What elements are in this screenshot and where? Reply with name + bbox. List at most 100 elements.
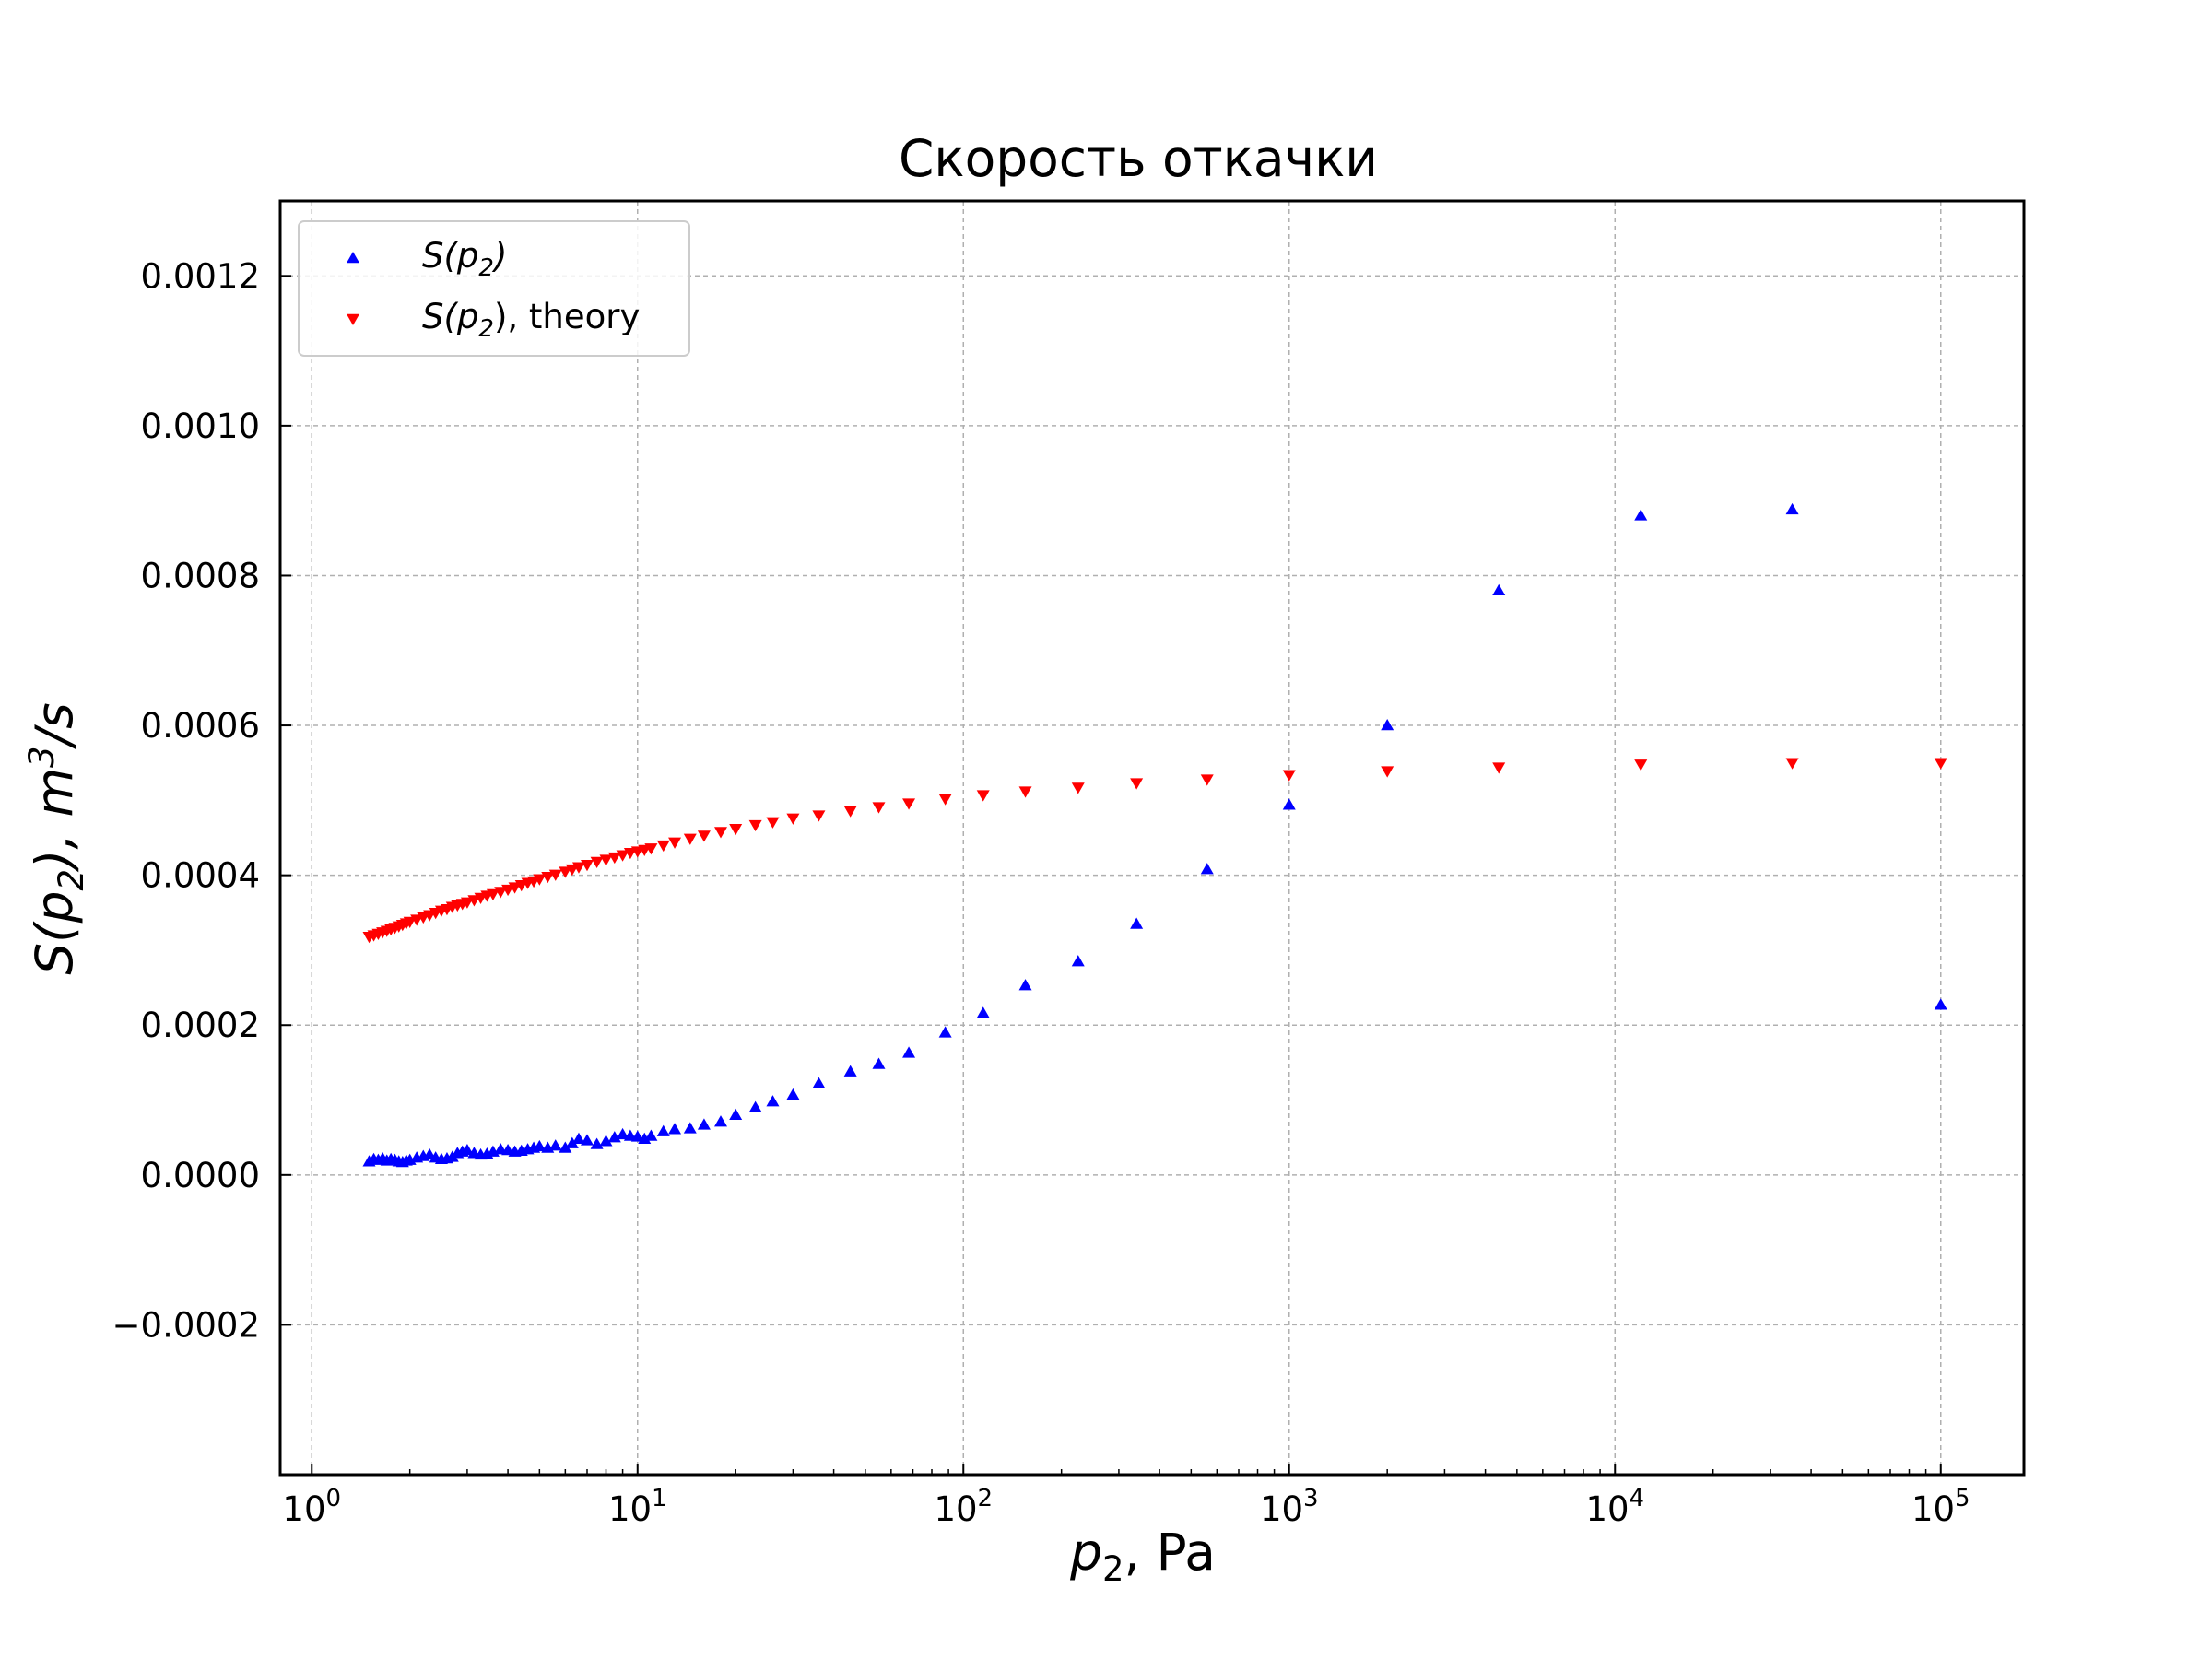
theory-data-point xyxy=(1071,782,1085,794)
measured-data-point xyxy=(1282,798,1296,810)
measured-data-point xyxy=(581,1134,594,1146)
measured-data-point xyxy=(872,1057,886,1069)
y-axis-title-mid: ), m xyxy=(25,768,84,873)
theory-data-point xyxy=(872,802,886,814)
measured-data-point xyxy=(713,1115,727,1127)
y-tick-label: 0.0004 xyxy=(141,856,260,896)
theory-data-point xyxy=(571,862,585,874)
legend-label-measured-post: ) xyxy=(491,236,507,276)
y-tick-label: 0.0002 xyxy=(141,1006,260,1045)
y-tick-label: −0.0002 xyxy=(112,1305,260,1345)
theory-data-point xyxy=(786,813,800,825)
measured-data-point xyxy=(668,1123,682,1135)
x-tick-label: 101 xyxy=(608,1485,667,1529)
y-axis-title-post: /s xyxy=(25,702,84,750)
axes-layer xyxy=(278,199,2026,1477)
measured-data-point xyxy=(630,1130,644,1142)
theory-data-point xyxy=(403,916,417,929)
measured-data-point xyxy=(976,1006,990,1018)
theory-data-point xyxy=(607,852,621,865)
legend-label-theory-sub: 2 xyxy=(478,315,494,343)
theory-data-point xyxy=(683,833,697,845)
theory-data-point xyxy=(1018,786,1032,798)
measured-data-point xyxy=(1634,509,1648,521)
theory-data-point xyxy=(599,854,613,866)
plot-frame xyxy=(278,199,2026,1477)
y-axis-title-pre: S(p xyxy=(25,890,84,974)
legend-label-theory-post: ), theory xyxy=(494,297,640,336)
theory-data-point xyxy=(697,830,711,842)
legend-marker-theory xyxy=(347,313,359,325)
legend-label-measured-pre: S(p xyxy=(422,236,478,276)
x-axis-title-sub: 2 xyxy=(1102,1549,1124,1589)
y-tick-label: 0.0006 xyxy=(141,706,260,746)
measured-data-point xyxy=(590,1137,604,1149)
measured-data-point xyxy=(1018,979,1032,991)
y-tick-label: 0.0010 xyxy=(141,406,260,446)
theory-data-point xyxy=(902,798,916,810)
theory-data-point xyxy=(548,869,562,881)
theory-data-point xyxy=(590,856,604,869)
legend-label-measured-sub: 2 xyxy=(478,254,494,282)
legend-marker-measured-shape xyxy=(347,252,359,264)
theory-data-point xyxy=(976,790,990,802)
measured-data-point xyxy=(1200,863,1214,875)
theory-data-point xyxy=(486,888,500,900)
measured-data-point xyxy=(638,1132,652,1145)
legend-label-theory-pre: S(p xyxy=(422,297,478,336)
measured-data-point xyxy=(548,1139,562,1151)
theory-data-point xyxy=(581,860,594,872)
legend-label-measured: S(p2) xyxy=(422,236,507,282)
measured-data-point xyxy=(902,1046,916,1058)
y-tick-label: 0.0008 xyxy=(141,556,260,595)
x-axis-title-var: p xyxy=(1069,1523,1102,1582)
theory-data-point xyxy=(656,840,670,853)
legend: S(p2) S(p2), theory xyxy=(298,220,690,357)
measured-data-point xyxy=(460,1143,474,1156)
legend-marker-measured xyxy=(347,252,359,264)
theory-data-point xyxy=(501,884,515,897)
theory-data-point xyxy=(460,897,474,909)
measured-data-point xyxy=(1785,502,1799,515)
x-tick-label: 105 xyxy=(1912,1485,1971,1529)
measured-data-point xyxy=(565,1136,579,1148)
measured-data-point xyxy=(656,1124,670,1136)
theory-data-point xyxy=(843,806,857,818)
measured-data-point xyxy=(748,1100,762,1112)
measured-data-point xyxy=(729,1108,743,1121)
theory-data-point xyxy=(1785,758,1799,770)
theory-data-point xyxy=(1200,774,1214,786)
theory-data-point xyxy=(1934,758,1947,770)
y-tick-label: 0.0012 xyxy=(141,256,260,296)
measured-data-point xyxy=(843,1065,857,1077)
measured-data-point xyxy=(1492,583,1506,595)
theory-data-point xyxy=(938,794,952,806)
measured-data-point xyxy=(766,1095,780,1107)
theory-data-point xyxy=(533,874,547,886)
y-tick-label: 0.0000 xyxy=(141,1156,260,1195)
theory-data-point xyxy=(623,848,637,860)
x-axis-title-rest: , Pa xyxy=(1124,1523,1216,1582)
theory-data-point xyxy=(668,837,682,849)
x-tick-label: 100 xyxy=(282,1485,341,1529)
x-tick-label: 103 xyxy=(1260,1485,1319,1529)
theory-data-point xyxy=(1634,759,1648,771)
y-axis-title-sub: 2 xyxy=(52,869,91,891)
x-axis-title: p2, Pa xyxy=(1069,1523,1216,1589)
measured-data-point xyxy=(533,1139,547,1152)
measured-data-point xyxy=(644,1129,658,1141)
theory-data-point xyxy=(812,810,826,822)
measured-data-point xyxy=(938,1026,952,1038)
theory-data-point xyxy=(494,887,508,899)
measured-data-point xyxy=(812,1077,826,1088)
theory-data-point xyxy=(559,866,572,878)
legend-marker-theory-shape xyxy=(347,313,359,325)
series-layer xyxy=(362,502,1947,1168)
measured-data-point xyxy=(599,1135,613,1147)
theory-data-point xyxy=(766,817,780,829)
measured-data-point xyxy=(1381,719,1394,731)
chart-title: Скорость откачки xyxy=(899,129,1378,188)
theory-data-point xyxy=(1130,778,1144,790)
